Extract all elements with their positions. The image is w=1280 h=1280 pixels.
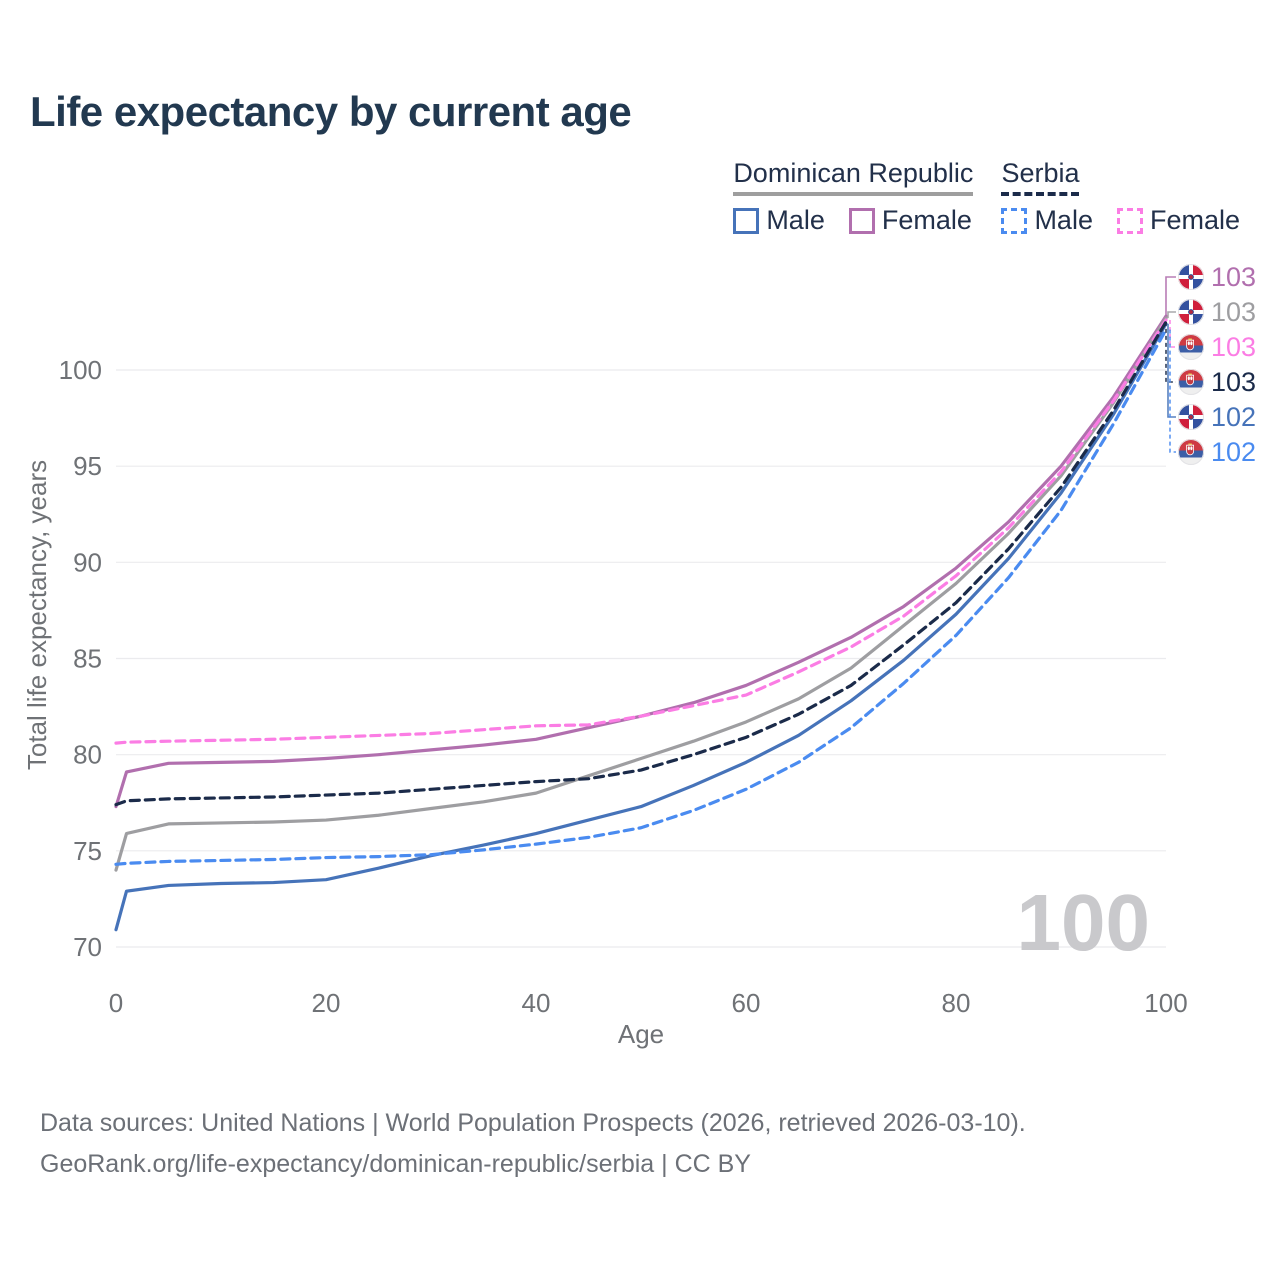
legend-group-serbia: Serbia Male Female	[1001, 158, 1240, 236]
end-label-rs-male: 102	[1211, 437, 1256, 467]
series-layer	[114, 314, 1168, 932]
leader-lines	[1165, 276, 1176, 453]
footer: Data sources: United Nations | World Pop…	[40, 1103, 1026, 1185]
end-label-dr-total: 103	[1211, 297, 1256, 327]
legend-item-rs-male[interactable]: Male	[1001, 205, 1093, 236]
series-line-rs-female[interactable]	[114, 318, 1168, 745]
leader-line-dr-female	[1165, 276, 1176, 317]
series-line-dr-male[interactable]	[114, 322, 1168, 932]
end-label-rs-total: 103	[1211, 367, 1256, 397]
dominican-republic-flag-icon	[1178, 299, 1204, 325]
y-tick-label-85: 85	[73, 644, 102, 674]
x-tick-label-20: 20	[312, 988, 341, 1018]
end-label-rs-female: 103	[1211, 332, 1256, 362]
legend-group-dominican-republic: Dominican Republic Male Female	[733, 158, 974, 236]
series-line-rs-male[interactable]	[114, 328, 1168, 866]
legend-label-dr-female: Female	[881, 205, 972, 235]
dominican-republic-flag-icon	[1178, 264, 1204, 290]
legend-country-serbia[interactable]: Serbia	[1001, 158, 1080, 196]
legend-label-rs-male: Male	[1034, 205, 1093, 235]
series-line-dr-female[interactable]	[114, 314, 1168, 809]
serbia-flag-icon	[1178, 334, 1204, 360]
rs-male-swatch-icon	[1001, 207, 1028, 234]
end-label-dr-female: 103	[1211, 262, 1256, 292]
end-labels: 103 103 103 103 102 102	[1178, 262, 1256, 467]
watermark-layer: 100	[1017, 878, 1150, 967]
dr-male-swatch-icon	[733, 207, 760, 234]
leader-line-rs-female	[1169, 320, 1176, 348]
y-tick-label-100: 100	[59, 355, 102, 385]
legend-country-dominican-republic[interactable]: Dominican Republic	[733, 158, 974, 196]
x-tick-label-40: 40	[522, 988, 551, 1018]
x-tick-label-100: 100	[1144, 988, 1187, 1018]
footer-data-sources: Data sources: United Nations | World Pop…	[40, 1109, 1026, 1137]
y-tick-label-80: 80	[73, 740, 102, 770]
dr-female-swatch-icon	[848, 207, 875, 234]
page-title: Life expectancy by current age	[30, 88, 632, 135]
line-chart: 100 70 75 80 85 90 95 100 0 20 40 60 80 100 Age Total …	[22, 262, 1256, 1049]
x-tick-label-0: 0	[109, 988, 123, 1018]
gridlines	[116, 369, 1166, 948]
footer-attribution: GeoRank.org/life-expectancy/dominican-re…	[40, 1150, 751, 1178]
legend: Dominican Republic Male Female Serbia Ma…	[733, 158, 1240, 236]
series-line-rs-total[interactable]	[114, 320, 1168, 807]
legend-label-rs-female: Female	[1149, 205, 1240, 235]
leader-line-rs-total	[1165, 321, 1176, 383]
legend-item-dr-female[interactable]: Female	[848, 205, 972, 236]
legend-items-dominican-republic: Male Female	[733, 205, 973, 236]
end-label-dr-male: 102	[1211, 402, 1256, 432]
y-tick-label-90: 90	[73, 547, 102, 577]
y-tick-label-75: 75	[73, 836, 102, 866]
leader-line-dr-male	[1167, 323, 1176, 418]
serbia-flag-icon	[1178, 439, 1204, 465]
axis-labels: 70 75 80 85 90 95 100 0 20 40 60 80 100 Age Total life…	[22, 355, 1188, 1049]
legend-items-serbia: Male Female	[1001, 205, 1240, 236]
serbia-flag-icon	[1178, 369, 1204, 395]
leader-line-rs-male	[1169, 329, 1176, 453]
series-line-dr-total[interactable]	[114, 316, 1168, 872]
dominican-republic-flag-icon	[1178, 404, 1204, 430]
age-counter-watermark: 100	[1017, 878, 1150, 967]
y-tick-label-95: 95	[73, 451, 102, 481]
x-tick-label-80: 80	[942, 988, 971, 1018]
rs-female-swatch-icon	[1116, 207, 1143, 234]
x-axis-title: Age	[618, 1019, 664, 1049]
y-axis-title: Total life expectancy, years	[22, 460, 52, 770]
legend-item-dr-male[interactable]: Male	[733, 205, 825, 236]
y-tick-label-70: 70	[73, 932, 102, 962]
x-tick-label-60: 60	[732, 988, 761, 1018]
legend-item-rs-female[interactable]: Female	[1116, 205, 1240, 236]
legend-label-dr-male: Male	[766, 205, 825, 235]
leader-line-dr-total	[1167, 311, 1176, 319]
